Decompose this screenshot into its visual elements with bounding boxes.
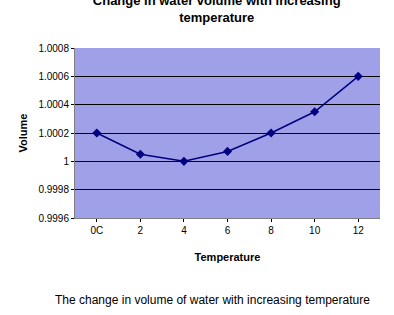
- svg-text:1.0002: 1.0002: [38, 128, 69, 139]
- svg-text:12: 12: [353, 225, 365, 236]
- svg-text:1.0008: 1.0008: [38, 43, 69, 54]
- svg-text:0.9998: 0.9998: [38, 184, 69, 195]
- svg-text:6: 6: [225, 225, 231, 236]
- svg-text:1: 1: [63, 156, 69, 167]
- svg-text:Temperature: Temperature: [195, 251, 261, 263]
- svg-text:1.0006: 1.0006: [38, 71, 69, 82]
- svg-text:4: 4: [181, 225, 187, 236]
- svg-text:0C: 0C: [90, 225, 103, 236]
- svg-text:8: 8: [268, 225, 274, 236]
- svg-text:2: 2: [138, 225, 144, 236]
- svg-text:1.0004: 1.0004: [38, 99, 69, 110]
- svg-text:Change in water volume with in: Change in water volume with increasingte…: [93, 0, 341, 25]
- svg-text:The change in volume of water: The change in volume of water with incre…: [55, 293, 370, 307]
- svg-text:Volume: Volume: [17, 114, 29, 153]
- svg-text:10: 10: [309, 225, 321, 236]
- svg-text:0.9996: 0.9996: [38, 213, 69, 224]
